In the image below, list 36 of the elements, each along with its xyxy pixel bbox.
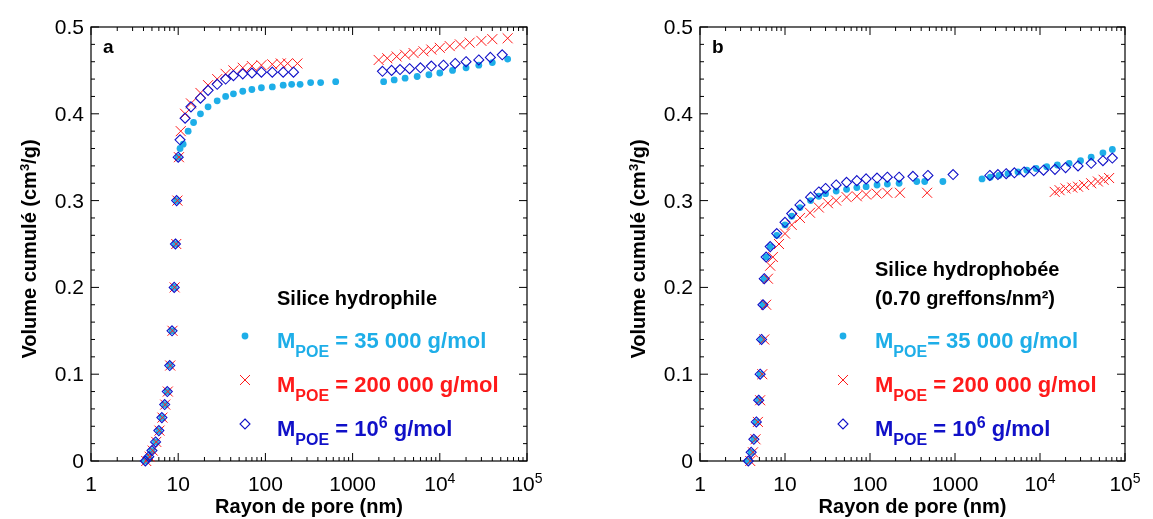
x-tick-label: 100 — [247, 472, 283, 495]
y-tick-label: 0 — [72, 449, 84, 472]
text: a — [103, 36, 114, 57]
legend-label: M$_{POE}$ = 200 000 g/mol — [875, 372, 1097, 404]
y-tick-label: 0.2 — [663, 275, 693, 299]
x-tick-label: 1000 — [931, 472, 979, 495]
x-axis-title: Rayon de pore (nm) — [215, 495, 403, 517]
legend-label: M$_{POE}$ = 200 000 g/mol — [277, 372, 499, 404]
y-tick-label: 0.1 — [54, 362, 84, 386]
x-axis-title: Rayon de pore (nm) — [818, 495, 1007, 517]
y-tick-label: 0.2 — [54, 275, 84, 299]
y-tick-label: 0.4 — [54, 101, 85, 125]
legend-label: M$_{POE}$ = 10$^{6}$ g/mol — [277, 413, 453, 448]
x-tick-label: 10$^{5}$ — [1109, 470, 1141, 495]
legend-title: Silice hydrophile — [277, 287, 438, 309]
x-tick-label: 10 — [773, 472, 797, 495]
x-tick-label: 1000 — [329, 472, 376, 495]
x-tick-label: 100 — [852, 472, 888, 495]
y-tick-label: 0 — [681, 449, 693, 472]
y-tick-label: 0.3 — [663, 188, 693, 212]
legend-title: Silice hydrophobée (0.70 greffons/nm²) — [875, 258, 1060, 309]
text: b — [712, 36, 724, 57]
y-tick-label: 0.1 — [663, 362, 693, 386]
legend-label: M$_{POE}$ = 10$^{6}$ g/mol — [875, 413, 1051, 448]
y-tick-label: 0.4 — [663, 101, 694, 125]
x-tick-label: 1 — [694, 472, 706, 495]
x-tick-label: 1 — [85, 472, 97, 495]
x-tick-label: 10$^{4}$ — [424, 470, 456, 495]
legend-label: M$_{POE}$ = 35 000 g/mol — [277, 328, 487, 360]
y-tick-label: 0.5 — [663, 15, 693, 38]
x-tick-label: 10 — [166, 472, 190, 495]
y-tick-label: 0.5 — [54, 15, 84, 38]
legend-label: M$_{POE}$= 35 000 g/mol — [875, 328, 1079, 360]
y-tick-label: 0.3 — [54, 188, 84, 212]
x-tick-label: 10$^{5}$ — [511, 470, 543, 495]
x-tick-label: 10$^{4}$ — [1024, 470, 1056, 495]
